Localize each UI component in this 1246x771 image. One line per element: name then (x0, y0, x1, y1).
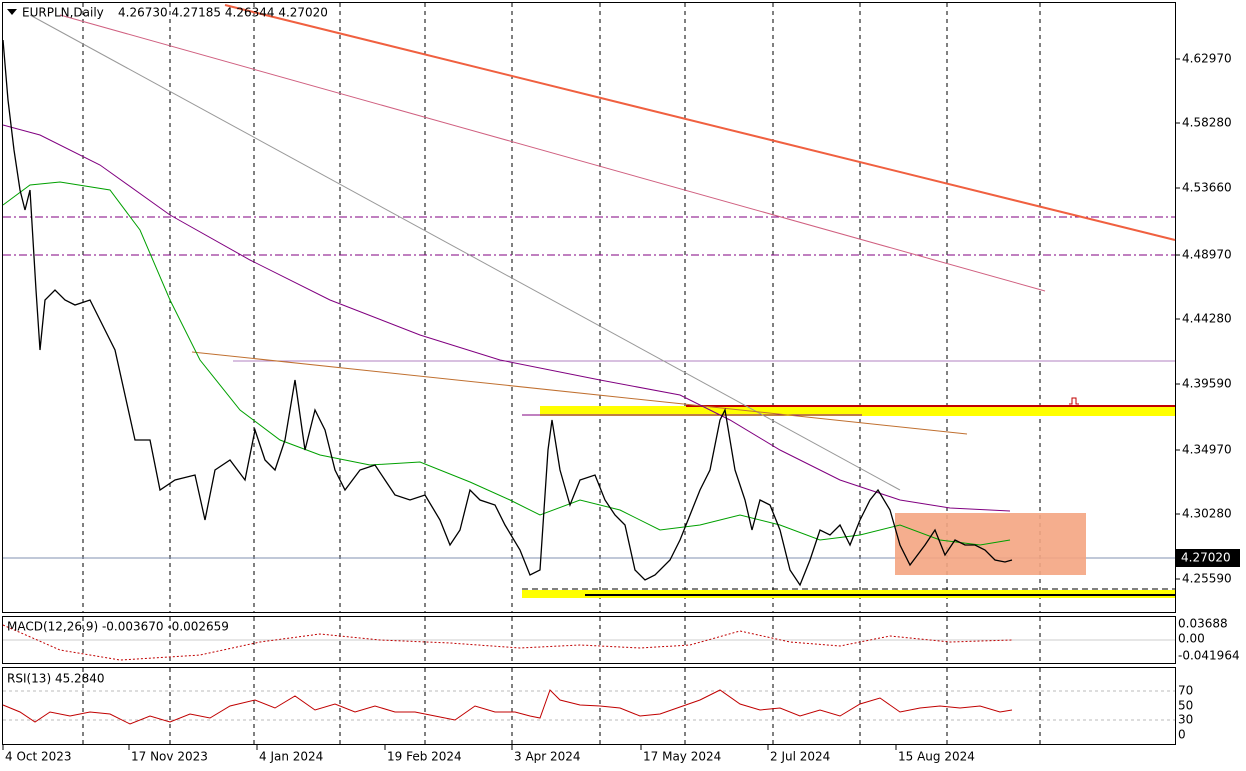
price-label: 4.34970 (1182, 443, 1232, 457)
current-price: 4.27020 (1181, 551, 1231, 565)
date-label: 15 Aug 2024 (898, 750, 975, 764)
date-label: 17 Nov 2023 (131, 750, 208, 764)
price-path (2, 39, 1013, 587)
price-pane (2, 2, 1176, 613)
rsi-axis-label: 0 (1178, 728, 1186, 742)
symbol: EURPLN,Daily (22, 6, 104, 20)
ohlc: 4.26730 4.27185 4.26344 4.27020 (118, 6, 328, 20)
date-label: 2 Jul 2024 (770, 750, 830, 764)
rsi-axis-label: 30 (1178, 713, 1193, 727)
price-label: 4.25590 (1182, 572, 1232, 586)
macd-pane (2, 616, 1176, 664)
trend-line (224, 4, 1176, 241)
rsi-axis-label: 70 (1178, 684, 1193, 698)
trend-line (29, 14, 901, 491)
price-label: 4.58280 (1182, 116, 1232, 130)
trend-line (191, 351, 968, 435)
current-price-box (1176, 549, 1240, 567)
price-label: 4.44280 (1182, 312, 1232, 326)
menu-arrow (7, 9, 17, 15)
price-label: 4.53660 (1182, 181, 1232, 195)
date-label: 17 May 2024 (643, 750, 721, 764)
range-box (895, 513, 1086, 575)
alert-icon (1069, 397, 1079, 405)
price-label: 4.39590 (1182, 377, 1232, 391)
trend-line (59, 14, 1046, 292)
date-label: 4 Oct 2023 (5, 750, 72, 764)
price-label: 4.48970 (1182, 248, 1232, 262)
price-label: 4.30280 (1182, 507, 1232, 521)
moving-average (2, 124, 1011, 512)
grid (82, 3, 1041, 744)
macd-label: MACD(12,26,9) -0.003670 -0.002659 (7, 620, 229, 634)
moving-average (2, 181, 1011, 546)
rsi-pane (2, 667, 1176, 745)
macd-axis-label: 0.03688 (1178, 617, 1228, 631)
macd-signal (2, 624, 1013, 661)
macd-axis-label: -0.041964 (1178, 649, 1240, 663)
rsi-label: RSI(13) 45.2840 (7, 672, 105, 686)
macd-axis-label: 0.00 (1178, 632, 1205, 646)
resistance-zone (540, 406, 1175, 416)
rsi-line (2, 689, 1013, 725)
date-label: 4 Jan 2024 (259, 750, 323, 764)
rsi-axis-label: 50 (1178, 699, 1193, 713)
price-label: 4.62970 (1182, 52, 1232, 66)
date-label: 19 Feb 2024 (387, 750, 462, 764)
date-label: 3 Apr 2024 (514, 750, 581, 764)
